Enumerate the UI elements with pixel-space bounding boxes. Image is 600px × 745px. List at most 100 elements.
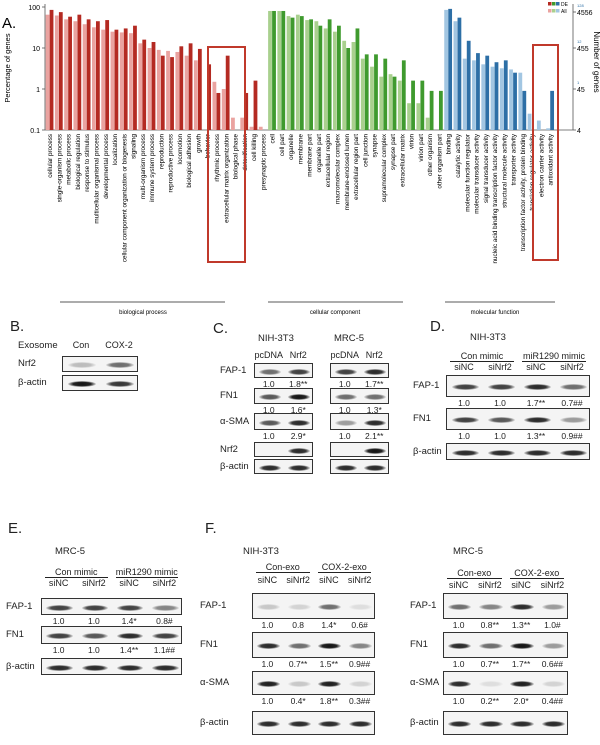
bar-de (225, 55, 230, 131)
quant-value: 1.0 (452, 696, 465, 706)
band (258, 368, 281, 375)
band (349, 721, 373, 727)
bar-de (179, 46, 184, 130)
quant-value: 2.0* (513, 696, 529, 706)
band (479, 604, 503, 610)
bar-de (207, 64, 212, 130)
bar-de (49, 9, 54, 131)
category-label: virion (409, 134, 416, 150)
lane-label: siNrf2 (286, 575, 310, 585)
band (523, 449, 551, 456)
category-label: macromolecular complex (335, 133, 342, 204)
bar-all (518, 72, 523, 130)
band (523, 417, 551, 423)
blot-fap1 (254, 363, 313, 378)
panel-label-b: B. (10, 318, 25, 335)
row-label-fap1: FAP-1 (200, 600, 227, 611)
lane-label: siNrf2 (152, 578, 177, 588)
row-label-fap1: FAP-1 (413, 380, 440, 391)
category-label: extracellular matrix organization (223, 134, 230, 223)
legend-de: DE (561, 2, 569, 8)
bar-all (240, 117, 245, 130)
band (256, 721, 280, 727)
category-label: cell killing (251, 134, 258, 161)
blot-actin (254, 459, 313, 474)
group-label: molecular function (471, 310, 520, 316)
band (81, 664, 109, 671)
bar-de (188, 43, 193, 130)
bar-de (485, 55, 490, 131)
bar-all (184, 55, 189, 131)
bar-de (401, 60, 406, 131)
row-label-actin: β-actin (410, 717, 439, 728)
row-label-fn1: FN1 (200, 639, 218, 650)
band (288, 447, 311, 454)
bar-de (77, 14, 82, 130)
blot-actin (41, 658, 182, 675)
bar-all (351, 42, 356, 130)
bar-de (95, 21, 100, 131)
category-label: supramolecular complex (381, 133, 388, 202)
bar-all (379, 76, 384, 130)
band (81, 604, 109, 611)
category-label: other organism part (436, 134, 443, 189)
quant-value: 1.0# (544, 620, 561, 630)
quant-value: 0.6# (351, 620, 368, 630)
blot-asma (252, 671, 375, 695)
bar-de (309, 19, 313, 130)
category-label: organelle (288, 134, 295, 160)
category-label: organelle part (316, 134, 323, 173)
bar-all (138, 43, 143, 130)
quant-value: 1.0 (338, 379, 351, 389)
y-tick-label: 1 (36, 87, 40, 94)
category-label: binding (446, 134, 453, 155)
bar-de (476, 53, 480, 130)
category-label: multicellular organismal process (93, 134, 100, 224)
row-label-actin: β-actin (18, 377, 47, 388)
bar-all (370, 66, 374, 130)
category-label: multi-organism process (140, 134, 147, 199)
category-label: transcription factor activity, protein b… (520, 134, 527, 252)
row-label-actin: β-actin (220, 460, 249, 472)
band (288, 368, 311, 375)
bar-de (281, 10, 286, 130)
category-label: presynaptic process (260, 134, 267, 190)
row-label-fn1: FN1 (6, 629, 24, 640)
category-label: biological phase (233, 134, 240, 180)
lane-label: pcDNA (330, 350, 360, 360)
band (116, 633, 144, 639)
band (334, 368, 357, 375)
y-tick-label: 100 (28, 5, 40, 12)
highlight-box-ecm (207, 46, 246, 263)
bar-all (249, 126, 254, 130)
blot-fn1 (443, 632, 568, 658)
band (447, 681, 472, 687)
quant-value: 0.2** (480, 696, 500, 706)
y-axis-label: Percentage of genes (3, 33, 12, 102)
band (256, 681, 280, 687)
cell-line-label: MRC-5 (55, 546, 86, 557)
band (541, 681, 566, 687)
right-tick-label: 4556 (577, 10, 593, 17)
bar-all (397, 80, 402, 130)
category-label: cell part (279, 134, 286, 156)
quant-value: 1.0 (458, 398, 470, 408)
band (510, 721, 534, 727)
row-label-fn1: FN1 (220, 390, 238, 401)
y-tick-label: 0.1 (30, 128, 40, 135)
band (451, 384, 479, 390)
quant-value: 1.0 (458, 431, 470, 441)
category-label: structural molecule activity (501, 133, 508, 208)
quant-value: 1.3* (366, 405, 382, 415)
category-label: biological adhesion (186, 134, 193, 188)
cell-line-label: NIH-3T3 (243, 546, 279, 557)
band (152, 633, 179, 639)
blot-fn1 (41, 626, 182, 644)
bar-all (360, 58, 365, 131)
blot-actin (330, 459, 389, 474)
category-label: biological regulation (75, 134, 82, 190)
y-axis-label-right: Number of genes (592, 31, 600, 92)
bar-all (342, 40, 347, 130)
band (334, 419, 357, 426)
band (288, 419, 311, 426)
